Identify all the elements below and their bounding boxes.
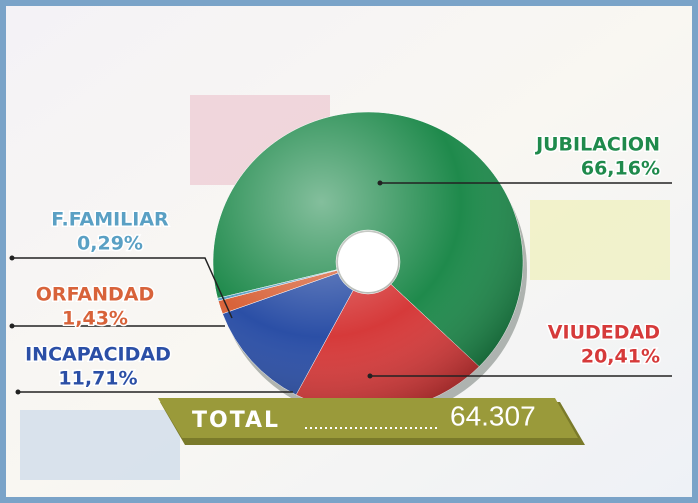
category-label: F.FAMILIAR [51, 209, 169, 231]
leader-dot [16, 390, 21, 395]
category-label: VIUDEDAD [548, 322, 660, 344]
category-label: INCAPACIDAD [25, 344, 171, 366]
leader-dot [10, 256, 15, 261]
value-label: 66,16% [581, 158, 660, 180]
value-label: 1,43% [62, 308, 128, 330]
chart: TOTAL 64.307 JUBILACION66,16% VIUDEDAD20,… [0, 0, 698, 503]
category-label: ORFANDAD [36, 284, 154, 306]
total-label: TOTAL [192, 408, 280, 433]
leader-dot [368, 374, 373, 379]
value-label: 11,71% [58, 368, 137, 390]
watermark [530, 200, 670, 280]
pie-hole [338, 232, 398, 292]
leader-dot [10, 324, 15, 329]
total-banner: TOTAL 64.307 [158, 398, 585, 445]
value-label: 20,41% [581, 346, 660, 368]
value-label: 0,29% [77, 233, 143, 255]
page: {"chart_data": {"type": "pie", "categori… [0, 0, 698, 503]
leader-dot [378, 181, 383, 186]
watermark [20, 410, 180, 480]
category-label: JUBILACION [534, 134, 660, 156]
total-value: 64.307 [450, 400, 536, 431]
